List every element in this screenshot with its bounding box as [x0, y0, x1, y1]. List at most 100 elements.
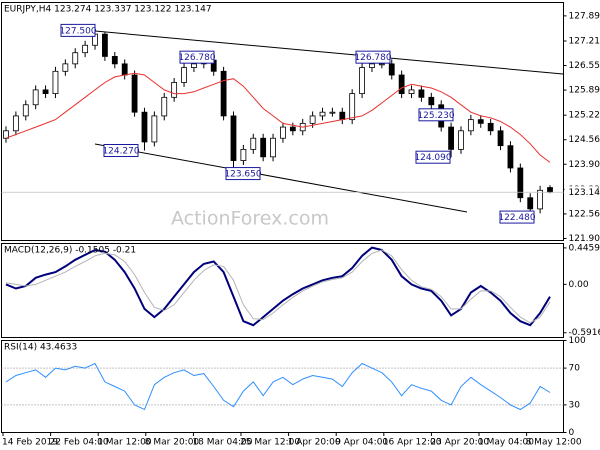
candle-body [547, 187, 553, 193]
annotation-box [179, 50, 215, 64]
indicator-label: MACD(12,26,9) -0.1505 -0.21 [4, 246, 136, 256]
x-tick-label: 9 Apr 04:00 [335, 438, 388, 448]
y-tick-label: -0.5916 [569, 328, 600, 338]
candle-body [289, 126, 296, 132]
annotation-label: 125.230 [417, 111, 454, 121]
candle-body [72, 52, 79, 65]
moving-average [5, 72, 551, 163]
candle-body [191, 63, 197, 68]
candle-body [171, 82, 178, 98]
candle-body [309, 115, 316, 124]
candle-body [280, 126, 286, 139]
candle-body [3, 130, 9, 139]
candle-body [12, 115, 19, 132]
x-tick-label: 18 Mar 04:00 [192, 438, 252, 448]
candle-body [102, 33, 108, 57]
annotation-box [355, 50, 391, 64]
candle-body [507, 145, 514, 169]
candle-body [467, 119, 474, 132]
candle-body [408, 89, 415, 95]
x-tick-label: 8 Mar 20:00 [145, 438, 200, 448]
candle-body [319, 111, 326, 117]
y-tick-label: 127.890 [569, 11, 600, 21]
rsi-line [5, 362, 551, 411]
candle-body [240, 148, 247, 161]
candle-body [329, 111, 336, 114]
candle-body [22, 104, 29, 117]
y-tick-label: 127.215 [569, 36, 600, 46]
annotation-label: 127.500 [59, 26, 96, 36]
annotation-box [418, 108, 454, 122]
candle-body [62, 63, 69, 72]
annotation-label: 124.090 [414, 153, 451, 163]
candle-body [497, 130, 504, 147]
candle-body [388, 63, 395, 76]
annotation-label: 124.270 [102, 147, 139, 157]
y-tick-label: 124.560 [569, 135, 600, 145]
annotation-label: 122.480 [498, 213, 535, 223]
annotation-box [103, 144, 139, 158]
annotation-box [60, 23, 96, 37]
y-tick-label: 125.895 [569, 86, 600, 96]
y-tick-label: 100 [569, 336, 586, 346]
x-tick-label: 1 Mar 12:00 [97, 438, 152, 448]
annotation-label: 126.780 [178, 53, 215, 63]
y-tick-label: 0.4459 [569, 243, 600, 253]
candle-body [527, 197, 534, 210]
y-tick-label: 123.900 [569, 160, 600, 170]
indicator-label: RSI(14) 43.4633 [4, 343, 77, 353]
candle-body [418, 89, 425, 98]
x-tick-label: 8 May 12:00 [526, 438, 582, 448]
trend-line [94, 143, 468, 213]
candle-body [458, 130, 464, 150]
annotation-box [499, 210, 535, 224]
trend-line [94, 30, 564, 75]
candle-body [32, 89, 39, 106]
x-tick-label: 1 May 04:00 [478, 438, 534, 448]
candle-body [230, 115, 237, 161]
annotation-label: 123.650 [224, 170, 261, 180]
y-tick-label: 0 [569, 428, 575, 438]
x-tick-label: 14 Feb 2019 [2, 438, 58, 448]
candle-body [359, 67, 365, 95]
signal-line [5, 249, 551, 324]
y-tick-label: 70 [569, 364, 581, 374]
candle-body [378, 63, 385, 66]
x-tick-label: 1 Apr 20:00 [288, 438, 341, 448]
candle-body [151, 115, 158, 143]
candle-body [398, 74, 405, 95]
x-tick-label: 23 Apr 20:00 [430, 438, 489, 448]
y-tick-label: 126.555 [569, 61, 600, 71]
candle-body [349, 93, 356, 121]
candle-body [260, 137, 267, 158]
candle-body [339, 111, 346, 121]
candle-body [141, 111, 148, 143]
candle-body [220, 70, 227, 117]
macd-line [5, 246, 551, 327]
candle-body [111, 56, 118, 65]
y-tick-label: 30 [569, 400, 581, 410]
chart-title: EURJPY,H4 123.274 123.337 123.122 123.14… [4, 5, 212, 15]
watermark: ActionForex.com [171, 208, 329, 230]
macd-panel [1, 243, 564, 338]
annotation-box [225, 167, 261, 181]
x-tick-label: 25 Mar 12:00 [240, 438, 300, 448]
candle-body [181, 67, 187, 83]
candle-body [42, 89, 49, 95]
annotation-label: 126.780 [354, 53, 391, 63]
candle-body [270, 137, 276, 158]
y-tick-label: 0.00 [569, 280, 589, 290]
x-tick-label: 22 Feb 04:00 [50, 438, 109, 448]
candle-body [517, 167, 524, 199]
y-tick-label: 122.565 [569, 209, 600, 219]
current-price-label: 123.147 [569, 188, 600, 198]
candle-body [487, 122, 494, 132]
rsi-panel [1, 340, 564, 433]
candle-body [82, 44, 89, 54]
candle-body [537, 189, 544, 210]
candle-body [369, 63, 375, 68]
candle-body [428, 96, 435, 106]
current-price-box [564, 186, 599, 199]
y-tick-label: 121.905 [569, 234, 600, 244]
